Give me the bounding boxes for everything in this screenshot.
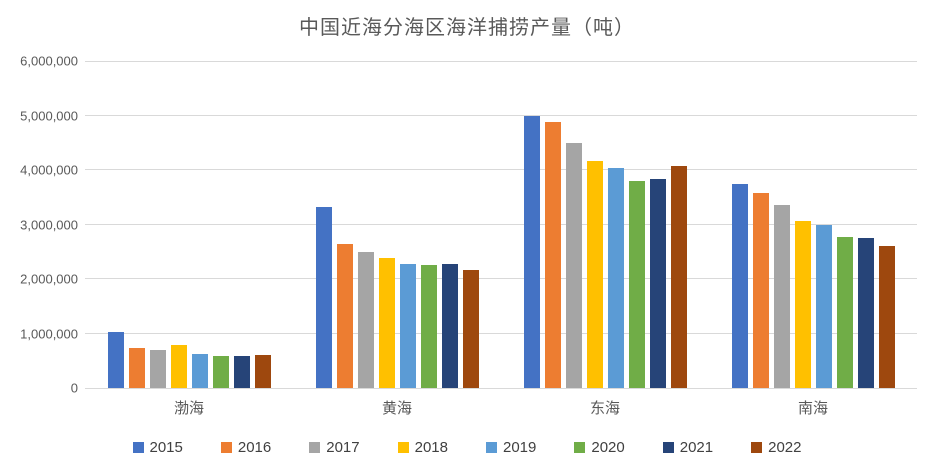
bar-2017-渤海 [149, 349, 166, 388]
bar-2022-渤海 [254, 354, 271, 388]
bar-2021-南海 [857, 237, 874, 388]
legend-swatch-icon [486, 442, 497, 453]
gridline [85, 387, 917, 389]
legend-label: 2017 [326, 439, 360, 456]
gridline [85, 60, 917, 62]
y-tick-label: 2,000,000 [20, 271, 78, 287]
bar-group-东海 [501, 61, 709, 388]
bar-2020-南海 [836, 236, 853, 388]
bar-2016-东海 [544, 122, 561, 388]
bar-2018-黄海 [378, 258, 395, 388]
plot-area [85, 60, 917, 389]
legend-label: 2020 [591, 439, 625, 456]
bar-2016-渤海 [128, 347, 145, 388]
legend-item-2017: 2017 [309, 439, 360, 456]
bar-groups [85, 61, 917, 388]
y-tick-label: 6,000,000 [20, 53, 78, 69]
bar-2018-东海 [586, 161, 603, 388]
bar-2019-东海 [607, 167, 624, 388]
x-axis-labels: 渤海 黄海 东海 南海 [85, 397, 917, 418]
legend-item-2016: 2016 [220, 439, 272, 456]
gridline [85, 114, 917, 116]
bar-2019-渤海 [191, 353, 208, 388]
bar-2018-渤海 [170, 344, 187, 388]
y-tick-label: 4,000,000 [20, 162, 78, 178]
bar-2015-东海 [523, 115, 540, 388]
y-tick-label: 0 [70, 380, 78, 396]
legend-label: 2018 [414, 439, 448, 456]
legend-label: 2021 [679, 439, 714, 456]
legend-swatch-icon [220, 442, 232, 453]
legend-swatch-icon [574, 442, 586, 453]
legend-label: 2022 [768, 439, 802, 456]
legend-label: 2015 [149, 439, 183, 456]
bar-2017-东海 [565, 143, 582, 388]
bar-2022-东海 [670, 166, 687, 388]
bar-2018-南海 [794, 220, 811, 388]
bar-2020-黄海 [420, 264, 437, 388]
legend-swatch-icon [132, 442, 144, 453]
bar-group-黄海 [293, 61, 501, 388]
chart-title: 中国近海分海区海洋捕捞产量（吨） [299, 17, 635, 39]
legend-label: 2019 [503, 439, 537, 456]
bar-2022-黄海 [462, 270, 479, 388]
x-category-label: 渤海 [173, 400, 204, 417]
y-axis-labels: 6,000,000 5,000,000 4,000,000 3,000,000 2,00… [0, 54, 78, 396]
bar-2015-黄海 [315, 206, 332, 388]
bar-2019-南海 [815, 225, 832, 388]
bar-group-渤海 [85, 61, 293, 388]
bar-2016-南海 [752, 192, 769, 388]
gridline [85, 278, 917, 280]
bar-2021-东海 [649, 178, 666, 388]
bar-2020-渤海 [212, 356, 229, 388]
bar-2019-黄海 [399, 264, 416, 388]
legend-swatch-icon [662, 442, 674, 453]
legend-item-2018: 2018 [397, 439, 448, 456]
legend-item-2015: 2015 [132, 439, 183, 456]
x-category-label: 黄海 [381, 400, 412, 417]
y-tick-label: 3,000,000 [20, 217, 78, 232]
bar-2021-渤海 [233, 355, 250, 388]
gridline [85, 224, 917, 225]
bar-2017-黄海 [357, 251, 374, 388]
x-category-label: 东海 [589, 400, 620, 417]
gridline [85, 169, 917, 171]
bar-2021-黄海 [441, 264, 458, 388]
x-category-label: 南海 [797, 400, 828, 417]
legend-item-2020: 2020 [574, 439, 625, 456]
bar-2022-南海 [878, 246, 895, 388]
bar-2020-东海 [628, 180, 645, 388]
legend-label: 2016 [237, 439, 272, 456]
legend-item-2021: 2021 [662, 439, 714, 456]
legend-swatch-icon [751, 442, 763, 453]
bar-2016-黄海 [336, 244, 353, 388]
bar-group-南海 [709, 61, 917, 388]
legend: 2015 2016 2017 2018 2019 2020 2021 2022 [0, 439, 934, 456]
legend-item-2019: 2019 [486, 439, 536, 456]
legend-item-2022: 2022 [751, 439, 802, 456]
legend-swatch-icon [397, 442, 409, 453]
bar-2017-南海 [773, 204, 790, 388]
y-tick-label: 5,000,000 [20, 108, 78, 123]
gridline [85, 333, 917, 334]
legend-swatch-icon [309, 442, 321, 453]
bar-2015-南海 [731, 183, 748, 388]
bar-2015-渤海 [107, 331, 124, 388]
y-tick-label: 1,000,000 [20, 326, 78, 341]
